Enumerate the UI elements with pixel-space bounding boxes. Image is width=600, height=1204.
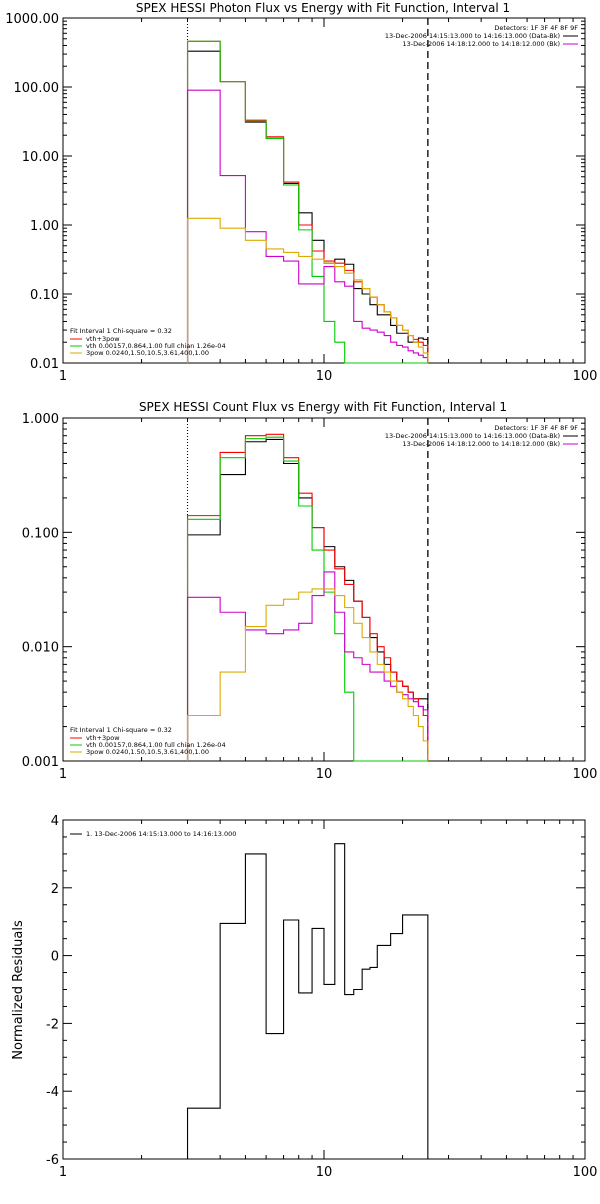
photon-interval-magenta: 13-Dec-2006 14:18:12.000 to 14:18:12.000… [403, 40, 561, 48]
residuals-ytick-label: 4 [51, 814, 59, 829]
count-ytick-label: 1.000 [22, 412, 59, 427]
count-panel-title: SPEX HESSI Count Flux vs Energy with Fit… [139, 400, 507, 414]
photon-fit-interval-label: Fit Interval 1 Chi-square = 0.32 [70, 327, 172, 335]
photon-xtick-label: 1 [59, 369, 67, 384]
residuals-ylabel: Normalized Residuals [11, 920, 26, 1060]
photon-ytick-label: 1.00 [30, 219, 59, 234]
photon-ytick-label: 0.01 [30, 357, 59, 372]
residuals-ytick-label: -6 [46, 1153, 59, 1168]
photon-interval-black: 13-Dec-2006 14:15:13.000 to 14:16:13.000… [385, 32, 560, 40]
photon-series-data-bk [186, 50, 429, 363]
photon-series-vth-3pow [186, 40, 429, 363]
count-interval-magenta: 13-Dec-2006 14:18:12.000 to 14:18:12.000… [403, 440, 561, 448]
photon-xtick-label: 10 [316, 369, 333, 384]
photon-xtick-label: 100 [573, 369, 598, 384]
residuals-series-residuals [186, 843, 429, 1159]
count-series-vth [186, 436, 428, 762]
count-ytick-label: 0.001 [22, 755, 59, 770]
photon-plot-area: 1 10 100 1000.00 100.00 10.00 1.00 0.10 0.01 [5, 12, 597, 384]
photon-series-3pow [186, 217, 429, 363]
residuals-plot-frame [62, 819, 586, 1160]
count-detectors-label: Detectors: 1F 3F 4F 8F 9F [494, 424, 578, 432]
residuals-xtick-label: 10 [316, 1165, 333, 1180]
photon-ytick-label: 0.10 [30, 288, 59, 303]
count-xtick-label: 10 [316, 767, 333, 782]
residuals-panel: 1 10 100 4 2 0 -2 -4 -6 Normalized Residuals 1. … [11, 814, 597, 1180]
count-xtick-label: 1 [59, 767, 67, 782]
count-series-vth-3pow [186, 433, 429, 761]
count-interval-black: 13-Dec-2006 14:15:13.000 to 14:16:13.000… [385, 432, 560, 440]
residuals-ytick-label: -4 [46, 1085, 59, 1100]
photon-ytick-label: 100.00 [14, 81, 60, 96]
count-xtick-label: 100 [573, 767, 598, 782]
count-ytick-label: 0.100 [22, 526, 59, 541]
residuals-ytick-label: -2 [46, 1017, 59, 1032]
residuals-plot-area: 1 10 100 4 2 0 -2 -4 -6 [46, 814, 597, 1180]
residuals-xtick-label: 1 [59, 1165, 67, 1180]
residuals-ytick-label: 2 [51, 882, 59, 897]
count-series-3pow [186, 588, 429, 761]
photon-flux-panel: SPEX HESSI Photon Flux vs Energy with Fi… [5, 1, 597, 384]
photon-series-bk [186, 89, 429, 363]
photon-legend-vth: vth 0.00157,0.864,1.00 full chian 1.26e-… [86, 342, 226, 350]
count-legend-vth: vth 0.00157,0.864,1.00 full chian 1.26e-… [86, 741, 226, 749]
count-series-data-bk [186, 438, 429, 761]
photon-ytick-label: 1000.00 [5, 12, 59, 27]
residuals-xtick-label: 100 [573, 1165, 598, 1180]
photon-panel-title: SPEX HESSI Photon Flux vs Energy with Fi… [136, 1, 510, 15]
photon-series-vth [186, 40, 428, 364]
count-series-bk [186, 571, 429, 761]
count-legend-3pow: 3pow 0.0240,1.50,10.5,3.61,400,1.00 [86, 748, 209, 756]
photon-legend-3pow: 3pow 0.0240,1.50,10.5,3.61,400,1.00 [86, 349, 209, 357]
residuals-ytick-label: 0 [51, 950, 59, 965]
photon-ytick-label: 10.00 [22, 150, 59, 165]
count-plot-area: 1 10 100 1.000 0.100 0.010 0.001 [22, 412, 598, 782]
count-legend-vthpow: vth+3pow [86, 734, 120, 742]
count-flux-panel: SPEX HESSI Count Flux vs Energy with Fit… [22, 400, 598, 782]
residuals-legend: 1. 13-Dec-2006 14:15:13.000 to 14:16:13.… [86, 830, 236, 838]
count-ytick-label: 0.010 [22, 641, 59, 656]
photon-detectors-label: Detectors: 1F 3F 4F 8F 9F [494, 24, 578, 32]
photon-legend-vthpow: vth+3pow [86, 335, 120, 343]
count-fit-interval-label: Fit Interval 1 Chi-square = 0.32 [70, 726, 172, 734]
